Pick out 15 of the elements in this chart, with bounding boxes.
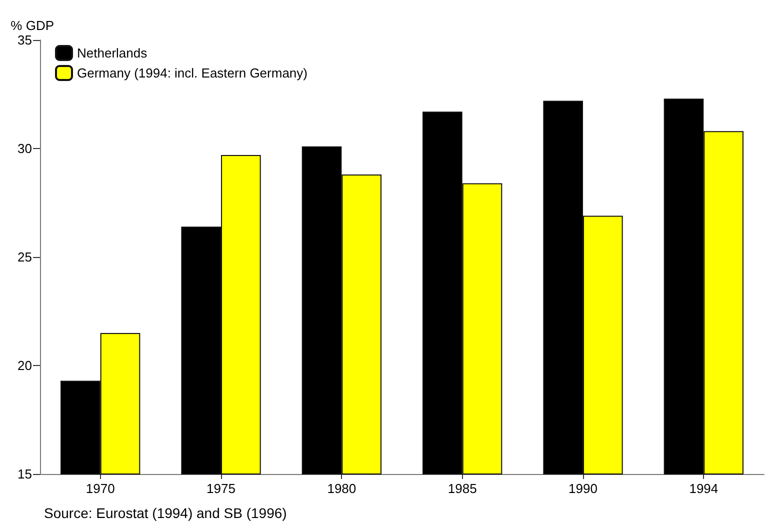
y-axis-title: % GDP [10, 18, 54, 33]
y-tick-label: 25 [18, 250, 32, 264]
y-tick-label: 20 [18, 358, 32, 373]
source-note: Source: Eurostat (1994) and SB (1996) [44, 505, 287, 521]
y-tick-label: 30 [18, 141, 32, 156]
y-tick-label: 15 [18, 466, 32, 482]
x-tick-label: 1994 [689, 481, 718, 496]
x-tick-label: 1970 [86, 481, 115, 496]
x-tick-label: 1980 [327, 481, 356, 496]
x-tick-label: 1975 [206, 481, 236, 496]
legend-label: Netherlands [77, 46, 148, 60]
legend-label: Germany (1994: incl. Eastern Germany) [77, 66, 308, 80]
y-tick-label: 35 [18, 32, 32, 48]
x-tick-label: 1990 [568, 481, 598, 496]
x-tick-label: 1985 [448, 481, 477, 496]
